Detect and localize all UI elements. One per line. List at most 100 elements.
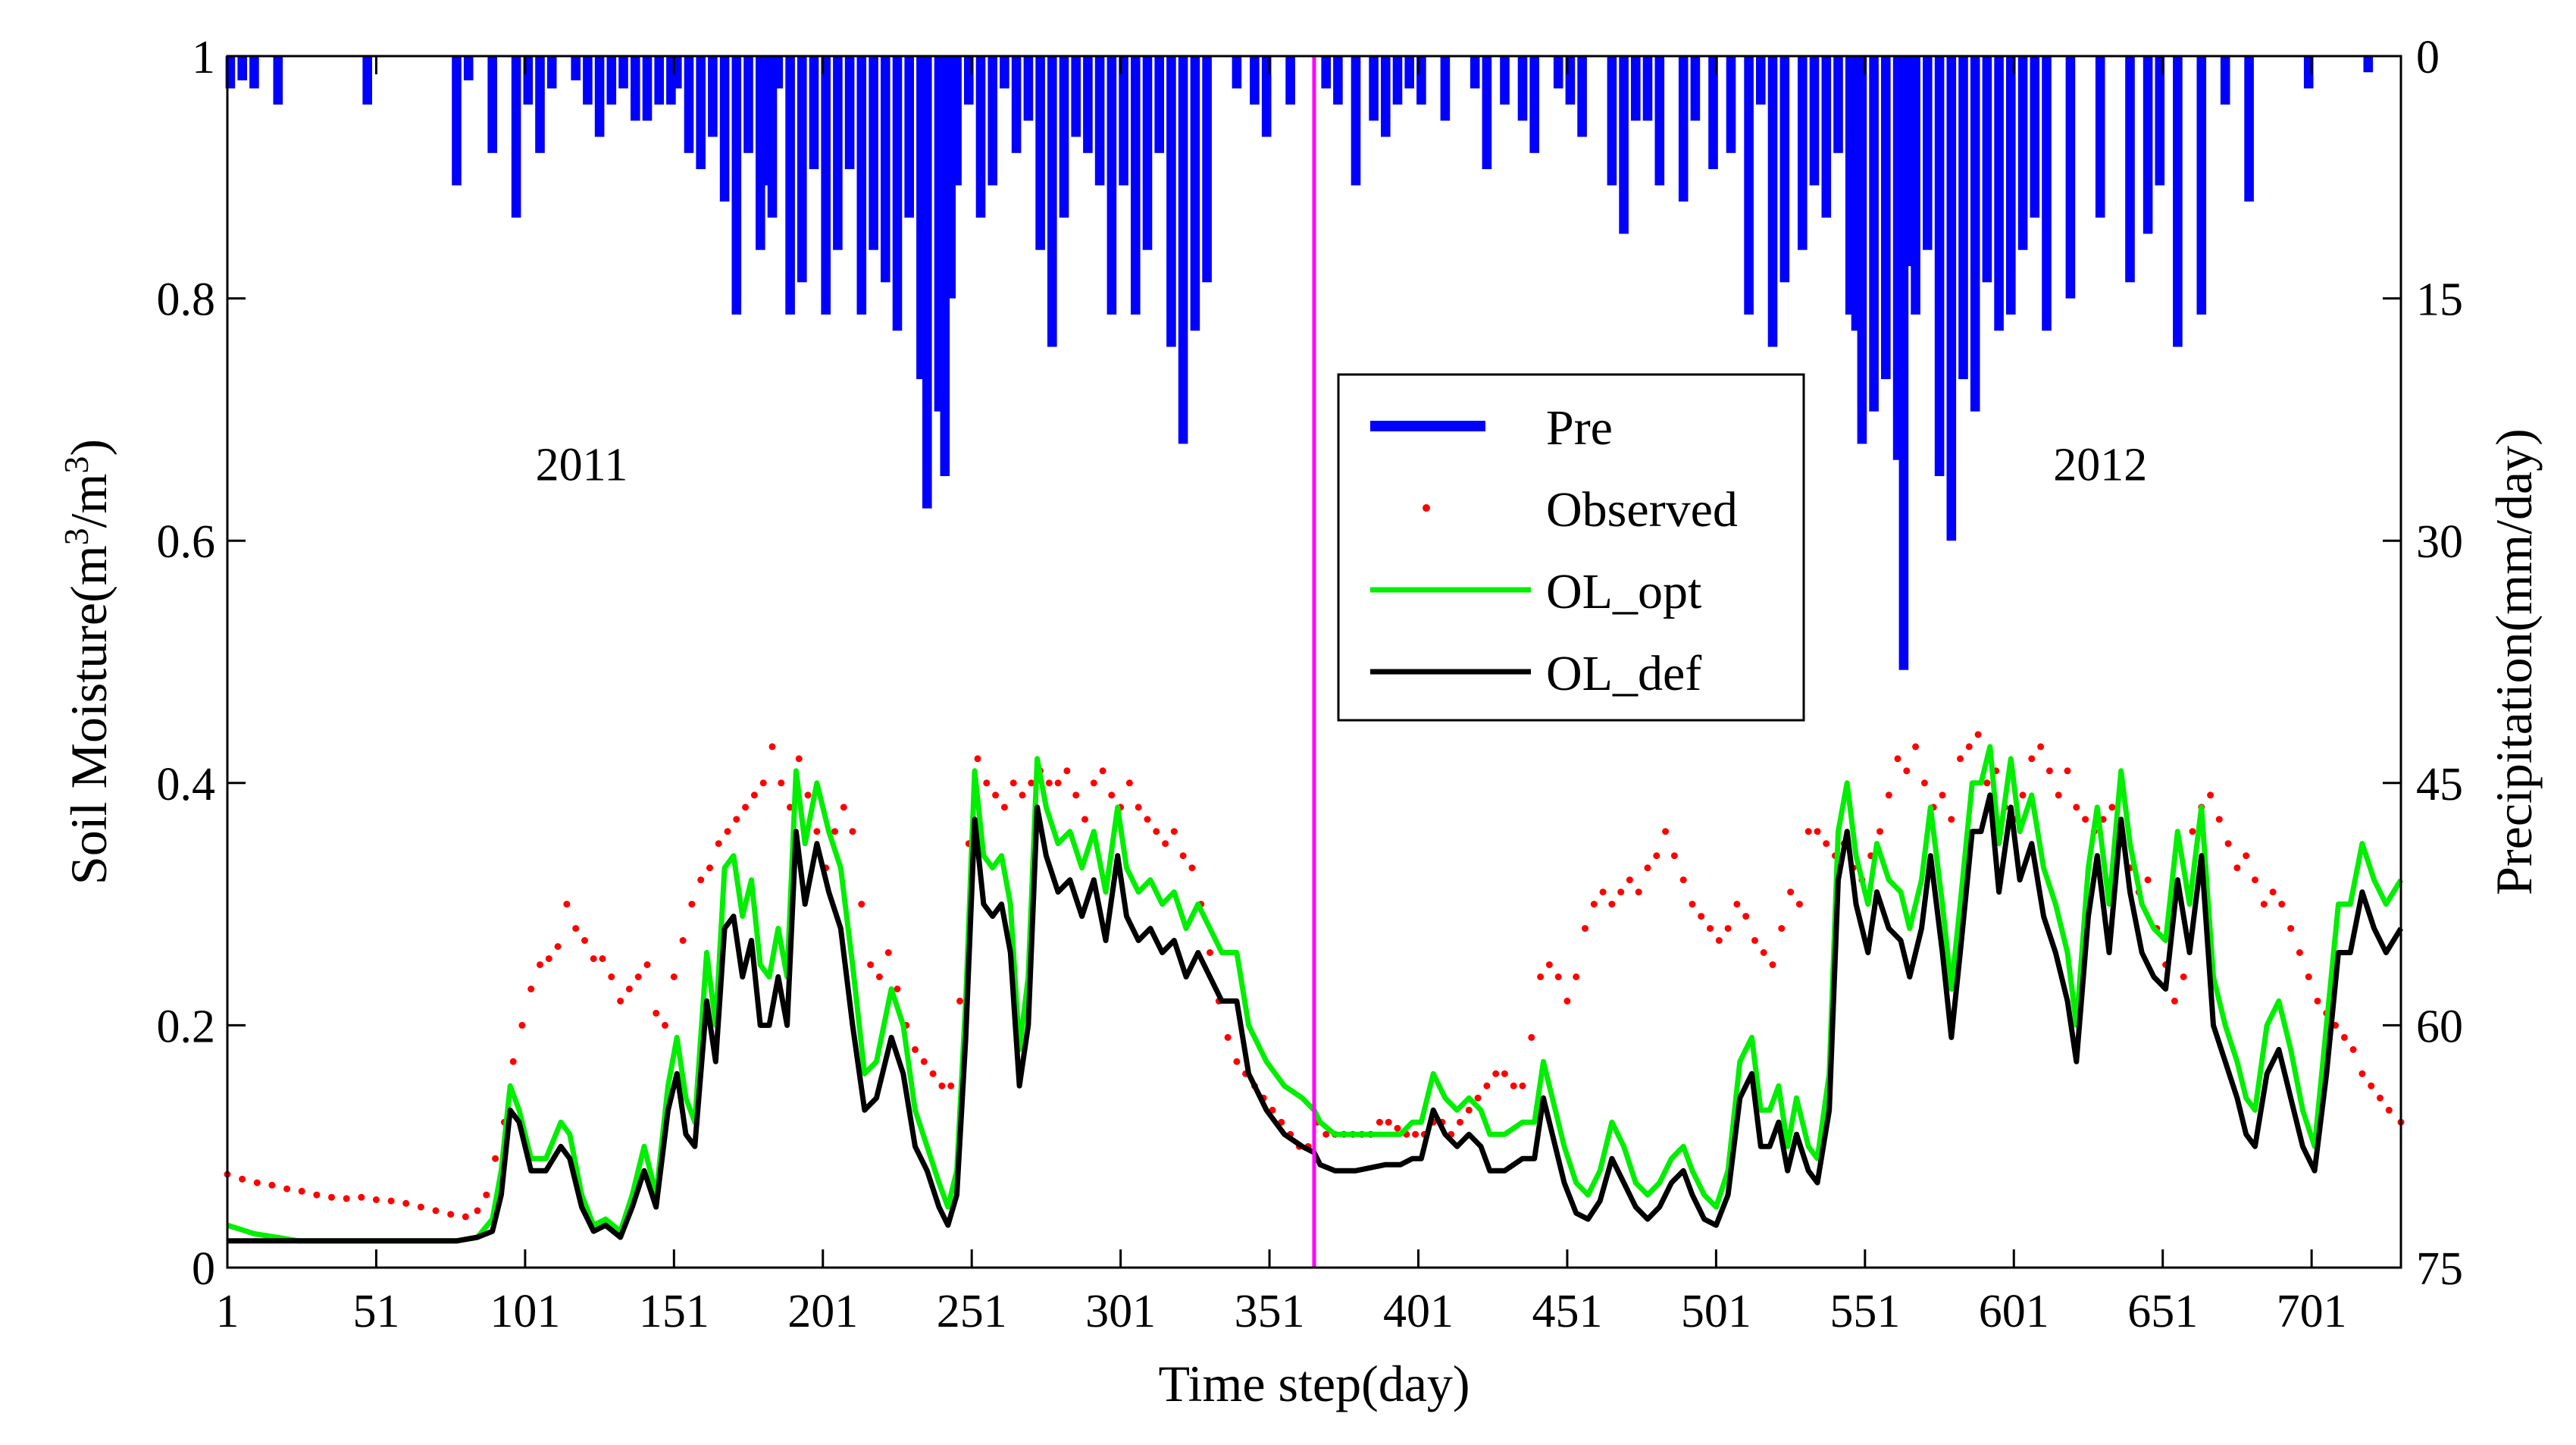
precip-bar <box>2363 56 2374 73</box>
observed-point <box>617 997 624 1005</box>
precip-bar <box>1994 56 2004 331</box>
precip-bar <box>833 56 843 250</box>
y-right-tick-label: 75 <box>2416 1243 2463 1295</box>
observed-point <box>1885 791 1892 799</box>
observed-point <box>509 1058 517 1065</box>
precip-bar <box>1946 56 1957 541</box>
precip-bar <box>1779 56 1790 283</box>
observed-point <box>867 961 875 968</box>
observed-point <box>768 743 776 751</box>
precip-bar <box>1119 56 1128 186</box>
precip-bar <box>1440 56 1451 121</box>
observed-point <box>1948 816 1955 823</box>
observed-point <box>2055 791 2062 799</box>
observed-point <box>1179 852 1187 860</box>
observed-point <box>1698 913 1705 920</box>
precip-bar <box>1809 56 1820 186</box>
observed-point <box>1563 997 1571 1005</box>
observed-point <box>483 1191 490 1199</box>
precip-bar <box>631 56 640 121</box>
observed-point <box>1751 937 1758 944</box>
precip-bar <box>1923 56 1933 250</box>
observed-point <box>2314 997 2321 1005</box>
observed-point <box>518 1021 526 1029</box>
observed-point <box>283 1185 291 1193</box>
precip-bar <box>1094 56 1105 186</box>
observed-point <box>1823 840 1830 848</box>
observed-point <box>572 925 580 933</box>
precip-bar <box>362 56 372 105</box>
observed-point <box>1974 731 1982 738</box>
precip-bar <box>743 56 753 153</box>
observed-point <box>1707 925 1714 933</box>
observed-point <box>947 1082 955 1089</box>
observed-point <box>1903 767 1911 775</box>
observed-point <box>625 986 633 992</box>
observed-point <box>590 955 597 962</box>
observed-point <box>387 1197 395 1205</box>
observed-point <box>1045 779 1053 787</box>
precip-bar <box>249 56 259 89</box>
observed-point <box>706 864 713 872</box>
precip-bar <box>1642 56 1653 121</box>
x-tick-label: 401 <box>1383 1286 1454 1337</box>
observed-point <box>1465 1106 1473 1114</box>
observed-point <box>2224 840 2232 848</box>
observed-point <box>992 791 1000 799</box>
observed-point <box>1028 779 1035 787</box>
observed-point <box>956 997 963 1005</box>
observed-point <box>2296 949 2303 956</box>
x-tick-label: 351 <box>1235 1286 1305 1337</box>
precip-bar <box>1678 56 1689 202</box>
observed-point <box>492 1155 499 1162</box>
observed-point <box>402 1199 410 1207</box>
precip-bar <box>618 56 628 89</box>
observed-point <box>1635 889 1642 896</box>
legend: Pre Observed OL_opt OL_def <box>1337 373 1805 722</box>
observed-point <box>1894 755 1901 763</box>
observed-point <box>1519 1082 1526 1089</box>
precip-bar <box>856 56 867 315</box>
observed-point <box>920 1058 928 1065</box>
observed-point <box>858 901 865 908</box>
precip-bar <box>1333 56 1343 105</box>
precip-bar <box>583 56 593 105</box>
y-right-tick-label: 0 <box>2416 32 2440 83</box>
observed-point <box>634 973 642 980</box>
precip-bar <box>844 56 855 170</box>
observed-point <box>2368 1082 2375 1089</box>
precip-bar <box>1982 56 1992 283</box>
observed-point <box>2082 816 2089 823</box>
precip-bar <box>1500 56 1510 105</box>
observed-point <box>1019 791 1026 799</box>
observed-point <box>268 1181 276 1189</box>
observed-point <box>1537 973 1545 980</box>
precip-bar <box>2196 56 2207 315</box>
observed-point <box>1679 876 1687 884</box>
observed-point <box>1689 901 1696 908</box>
observed-point <box>1957 755 1964 763</box>
observed-point <box>372 1196 380 1203</box>
observed-point <box>1207 949 1213 956</box>
precip-bar <box>1857 56 1867 444</box>
observed-point <box>1385 1118 1392 1126</box>
observed-point <box>831 828 838 835</box>
precip-bar <box>487 56 497 153</box>
observed-point <box>462 1213 469 1221</box>
observed-point <box>813 828 821 835</box>
observed-point <box>778 779 785 787</box>
precip-bar <box>1178 56 1188 444</box>
precip-bar <box>571 56 581 80</box>
precip-bar <box>1404 56 1414 89</box>
series-line-ol-opt <box>226 744 2403 1244</box>
observed-point <box>298 1187 305 1195</box>
observed-point <box>1715 937 1723 944</box>
x-tick-label: 651 <box>2127 1286 2198 1337</box>
observed-point <box>2243 852 2250 860</box>
observed-point <box>1457 1118 1463 1126</box>
precip-bar <box>1392 56 1403 105</box>
observed-point <box>875 973 883 980</box>
observed-point <box>1162 840 1169 848</box>
precip-bar <box>511 56 521 218</box>
